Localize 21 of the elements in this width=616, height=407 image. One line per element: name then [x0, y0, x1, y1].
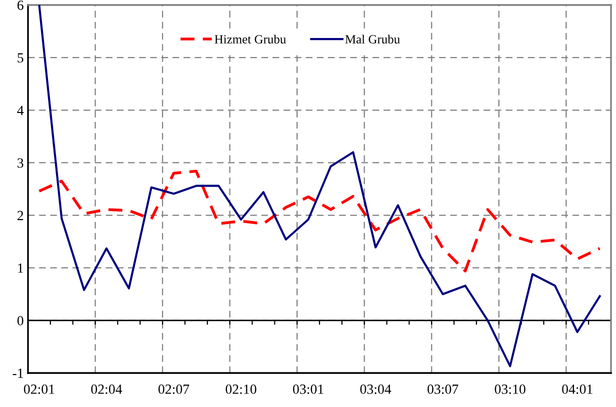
x-tick-label: 03:04 — [360, 384, 392, 394]
line-series — [38, 5, 601, 368]
legend-label: Mal Grubu — [345, 34, 400, 44]
x-tick-label: 03:01 — [293, 384, 324, 394]
line-series — [38, 170, 602, 272]
y-tick-label: 3 — [18, 158, 24, 168]
y-tick-label: 4 — [17, 106, 24, 115]
x-tick-label: 02:07 — [158, 384, 190, 394]
x-tick-label: 04:01 — [562, 384, 592, 394]
y-tick-label: 0 — [17, 316, 24, 326]
legend-label: Hizmet Grubu — [214, 34, 286, 44]
x-tick-label: 02:01 — [24, 384, 54, 394]
y-tick-label: 5 — [18, 53, 24, 63]
y-tick-label: 1 — [18, 264, 23, 273]
y-tick-label: 6 — [17, 0, 24, 10]
y-tick-label: -1 — [12, 368, 23, 378]
x-tick-label: 03:10 — [494, 384, 526, 394]
y-tick-label: 2 — [18, 210, 24, 220]
x-tick-label: 02:04 — [91, 384, 122, 394]
x-tick-label: 02:10 — [226, 384, 256, 394]
x-tick-label: 03:07 — [428, 384, 458, 394]
